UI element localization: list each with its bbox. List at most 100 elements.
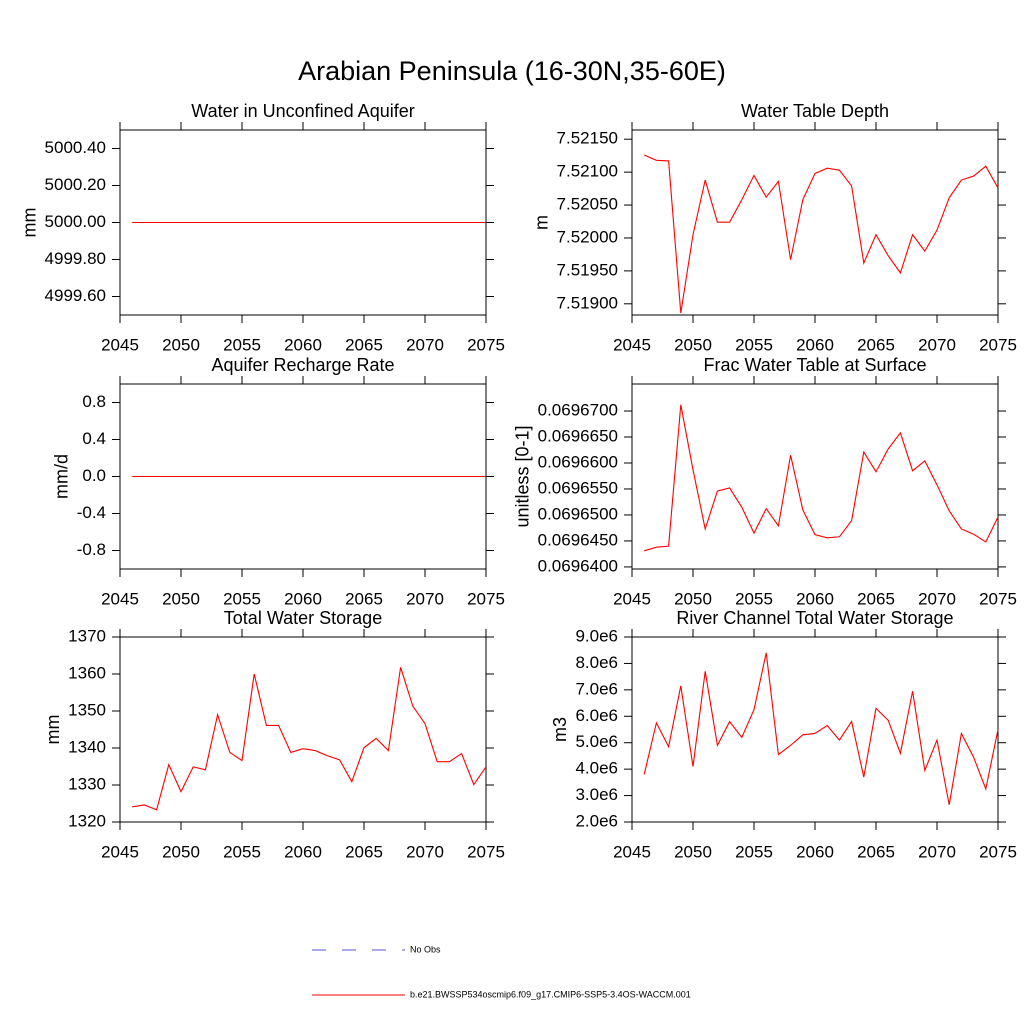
y-tick-label: 0.0 <box>82 466 106 485</box>
x-tick-label: 2065 <box>345 589 383 608</box>
y-tick-label: 0.8 <box>82 392 106 411</box>
x-tick-label: 2065 <box>345 335 383 354</box>
y-tick-label: 1320 <box>68 811 106 830</box>
y-tick-label: 0.0696650 <box>538 426 618 445</box>
y-tick-label: 4.0e6 <box>575 759 618 778</box>
x-tick-label: 2060 <box>284 335 322 354</box>
y-tick-label: 7.52050 <box>557 195 618 214</box>
x-tick-label: 2075 <box>979 335 1017 354</box>
y-tick-label: -0.8 <box>77 540 106 559</box>
x-tick-label: 2050 <box>162 842 200 861</box>
y-tick-label: 7.51900 <box>557 293 618 312</box>
x-tick-label: 2055 <box>735 842 773 861</box>
x-tick-label: 2075 <box>467 335 505 354</box>
y-tick-label: 4999.80 <box>45 249 106 268</box>
x-tick-label: 2050 <box>162 589 200 608</box>
y-tick-label: 6.0e6 <box>575 706 618 725</box>
y-axis-label: m <box>531 215 551 230</box>
y-tick-label: 5.0e6 <box>575 732 618 751</box>
x-tick-label: 2060 <box>284 589 322 608</box>
y-tick-label: 7.52150 <box>557 129 618 148</box>
x-tick-label: 2045 <box>613 589 651 608</box>
y-tick-label: 8.0e6 <box>575 653 618 672</box>
x-tick-label: 2055 <box>223 842 261 861</box>
x-tick-label: 2050 <box>162 335 200 354</box>
x-tick-label: 2045 <box>101 335 139 354</box>
legend-label: No Obs <box>410 944 441 954</box>
x-tick-label: 2060 <box>796 335 834 354</box>
data-line <box>643 652 999 805</box>
x-tick-label: 2070 <box>918 335 956 354</box>
x-tick-label: 2050 <box>674 842 712 861</box>
y-tick-label: 7.52000 <box>557 227 618 246</box>
x-tick-label: 2045 <box>101 589 139 608</box>
x-tick-label: 2060 <box>796 842 834 861</box>
x-tick-label: 2060 <box>796 589 834 608</box>
y-tick-label: 2.0e6 <box>575 811 618 830</box>
x-tick-label: 2045 <box>101 842 139 861</box>
y-axis-label: mm <box>43 715 63 745</box>
panel: Water in Unconfined Aquifer 2045 2050 2055 2… <box>19 101 505 355</box>
x-tick-label: 2070 <box>918 589 956 608</box>
data-line <box>643 154 999 314</box>
x-tick-label: 2065 <box>345 842 383 861</box>
x-tick-label: 2065 <box>857 842 895 861</box>
data-line <box>132 667 487 811</box>
y-tick-label: 1360 <box>68 663 106 682</box>
y-axis-label: mm/d <box>51 454 71 499</box>
x-tick-label: 2050 <box>674 589 712 608</box>
panel-title: Total Water Storage <box>224 608 382 628</box>
x-tick-label: 2065 <box>857 589 895 608</box>
y-axis-label: unitless [0-1] <box>512 425 532 527</box>
plot-frame <box>631 129 999 316</box>
y-tick-label: 0.0696500 <box>538 504 618 523</box>
x-tick-label: 2075 <box>979 589 1017 608</box>
x-tick-label: 2055 <box>223 335 261 354</box>
x-tick-label: 2060 <box>284 842 322 861</box>
x-tick-label: 2050 <box>674 335 712 354</box>
y-axis-label: m3 <box>550 717 570 742</box>
x-tick-label: 2065 <box>857 335 895 354</box>
y-tick-label: 0.0696400 <box>538 556 618 575</box>
x-tick-label: 2070 <box>406 842 444 861</box>
panel-title: Water in Unconfined Aquifer <box>191 101 414 121</box>
y-tick-label: 1330 <box>68 774 106 793</box>
panel-title: River Channel Total Water Storage <box>676 608 953 628</box>
figure-title: Arabian Peninsula (16-30N,35-60E) <box>298 56 726 86</box>
x-tick-label: 2045 <box>613 842 651 861</box>
y-tick-label: 9.0e6 <box>575 626 618 645</box>
y-tick-label: 0.0696550 <box>538 478 618 497</box>
y-tick-label: 4999.60 <box>45 286 106 305</box>
y-tick-label: 5000.40 <box>45 138 106 157</box>
panel-title: Water Table Depth <box>741 101 889 121</box>
x-tick-label: 2075 <box>467 842 505 861</box>
plot-frame <box>119 636 487 823</box>
legend-label: b.e21.BWSSP534oscmip6.f09_g17.CMIP6-SSP5… <box>410 989 691 999</box>
panel: Aquifer Recharge Rate 2045 2050 2055 2060 206… <box>51 355 504 609</box>
panel: Frac Water Table at Surface 2045 2050 2055 2… <box>512 355 1017 609</box>
panel: River Channel Total Water Storage 2045 205… <box>550 608 1017 862</box>
y-tick-label: 0.4 <box>82 429 106 448</box>
plot-frame <box>631 383 999 570</box>
x-tick-label: 2070 <box>406 335 444 354</box>
panel-title: Aquifer Recharge Rate <box>211 355 394 375</box>
y-axis-label: mm <box>19 208 39 238</box>
data-line <box>644 404 999 552</box>
y-tick-label: 7.52100 <box>557 162 618 181</box>
y-tick-label: 3.0e6 <box>575 785 618 804</box>
x-tick-label: 2055 <box>223 589 261 608</box>
panel-title: Frac Water Table at Surface <box>703 355 926 375</box>
panel: Total Water Storage 2045 2050 2055 2060 2065 2… <box>43 608 505 862</box>
x-tick-label: 2075 <box>467 589 505 608</box>
y-tick-label: -0.4 <box>77 503 106 522</box>
panel: Water Table Depth 2045 2050 2055 2060 2065 207… <box>531 101 1017 355</box>
y-tick-label: 7.51950 <box>557 260 618 279</box>
x-tick-label: 2055 <box>735 335 773 354</box>
y-tick-label: 7.0e6 <box>575 679 618 698</box>
x-tick-label: 2055 <box>735 589 773 608</box>
y-tick-label: 0.0696450 <box>538 530 618 549</box>
y-tick-label: 5000.20 <box>45 175 106 194</box>
x-tick-label: 2045 <box>613 335 651 354</box>
x-tick-label: 2075 <box>979 842 1017 861</box>
